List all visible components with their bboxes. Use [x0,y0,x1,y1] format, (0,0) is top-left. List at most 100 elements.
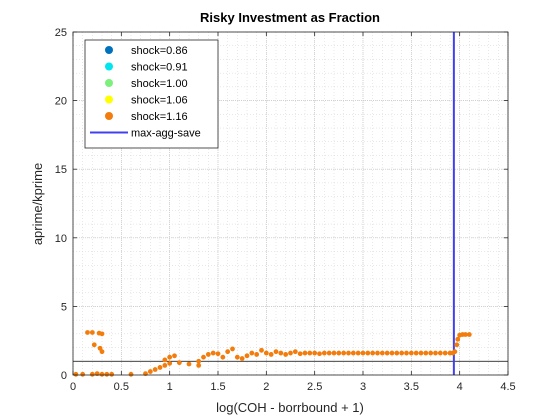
data-point [375,350,380,356]
data-point [244,353,250,359]
data-point [254,352,260,357]
data-point [273,349,279,355]
data-point [201,354,206,360]
data-point [463,332,468,337]
y-axis-ticks: 0 5 10 15 20 25 [55,27,508,382]
data-point [413,350,419,356]
data-point [379,350,385,356]
data-point [428,350,434,356]
data-point [288,350,293,356]
y-tick-label: 20 [55,96,67,108]
x-tick-label: 0 [70,381,76,393]
data-point [210,350,216,356]
data-point [384,350,390,356]
legend-dot-marker [105,79,113,87]
data-point [147,369,153,374]
data-point [259,347,264,353]
data-point [455,336,461,342]
x-tick-label: 2.5 [307,381,322,393]
data-point [239,356,245,361]
x-tick-label: 4 [457,381,463,393]
data-point [389,350,395,356]
legend-label: shock=0.91 [131,62,188,74]
x-tick-label: 1.5 [210,381,225,393]
legend-dot-marker [105,46,113,54]
x-axis-label: log(COH - borrbound + 1) [216,400,364,415]
data-point [234,354,240,360]
data-point [370,350,376,356]
x-tick-label: 4.5 [500,381,515,393]
data-point [162,357,168,363]
data-point [128,371,134,377]
x-tick-label: 2 [263,381,269,393]
data-point [167,360,173,366]
data-point [350,350,356,356]
data-point [104,371,110,377]
data-point [152,367,158,372]
legend-dot-marker [105,62,113,71]
data-point [172,353,177,359]
legend-label: shock=1.16 [131,111,188,123]
data-point [292,349,298,355]
data-point [91,342,97,348]
data-point [225,349,231,355]
data-point [355,350,361,356]
data-point [157,365,163,370]
data-point [278,350,284,356]
y-tick-label: 0 [61,370,67,382]
data-point [99,331,105,337]
data-point [341,350,347,356]
data-point [176,360,182,366]
data-point [336,350,342,356]
data-point [307,350,313,356]
data-point [437,350,443,356]
data-point [317,351,322,357]
data-point [89,330,95,335]
data-point [399,350,405,356]
data-point [452,349,458,355]
data-point [99,371,105,377]
x-tick-label: 3.5 [404,381,419,393]
data-point [404,350,409,356]
data-point [89,371,95,377]
legend-label: shock=1.00 [131,78,188,90]
data-point [321,350,327,356]
data-point [466,332,472,337]
legend-label: max-agg-save [131,128,201,140]
data-point [186,361,192,367]
data-point [85,330,90,335]
data-point [346,350,351,356]
chart-title: Risky Investment as Fraction [200,10,380,25]
data-point [331,350,337,356]
data-point [99,349,105,355]
data-point [297,351,303,357]
legend-label: shock=0.86 [131,45,188,57]
data-point [268,352,274,357]
y-tick-label: 25 [55,27,67,39]
data-point [167,354,173,360]
y-tick-label: 10 [55,233,67,245]
data-point [394,350,400,356]
data-point [80,371,86,377]
x-tick-label: 3 [360,381,366,393]
data-point [205,352,211,357]
x-tick-label: 1 [167,381,173,393]
y-axis-label: aprime/kprime [30,163,45,245]
data-point [220,354,226,360]
legend-dot-marker [105,95,113,104]
legend: shock=0.86 shock=0.91 shock=1.00 shock=1.06… [84,39,219,149]
legend-label: shock=1.06 [131,95,188,107]
x-tick-label: 0.5 [114,381,129,393]
data-point [360,350,366,356]
data-point [196,358,202,364]
plot-frame [72,31,509,376]
data-point [73,371,79,377]
data-point [249,350,255,356]
data-point [433,350,438,356]
data-point [263,350,269,356]
data-point [408,350,414,356]
data-point [365,350,371,356]
data-point [454,342,460,348]
legend-dot-marker [105,112,113,120]
